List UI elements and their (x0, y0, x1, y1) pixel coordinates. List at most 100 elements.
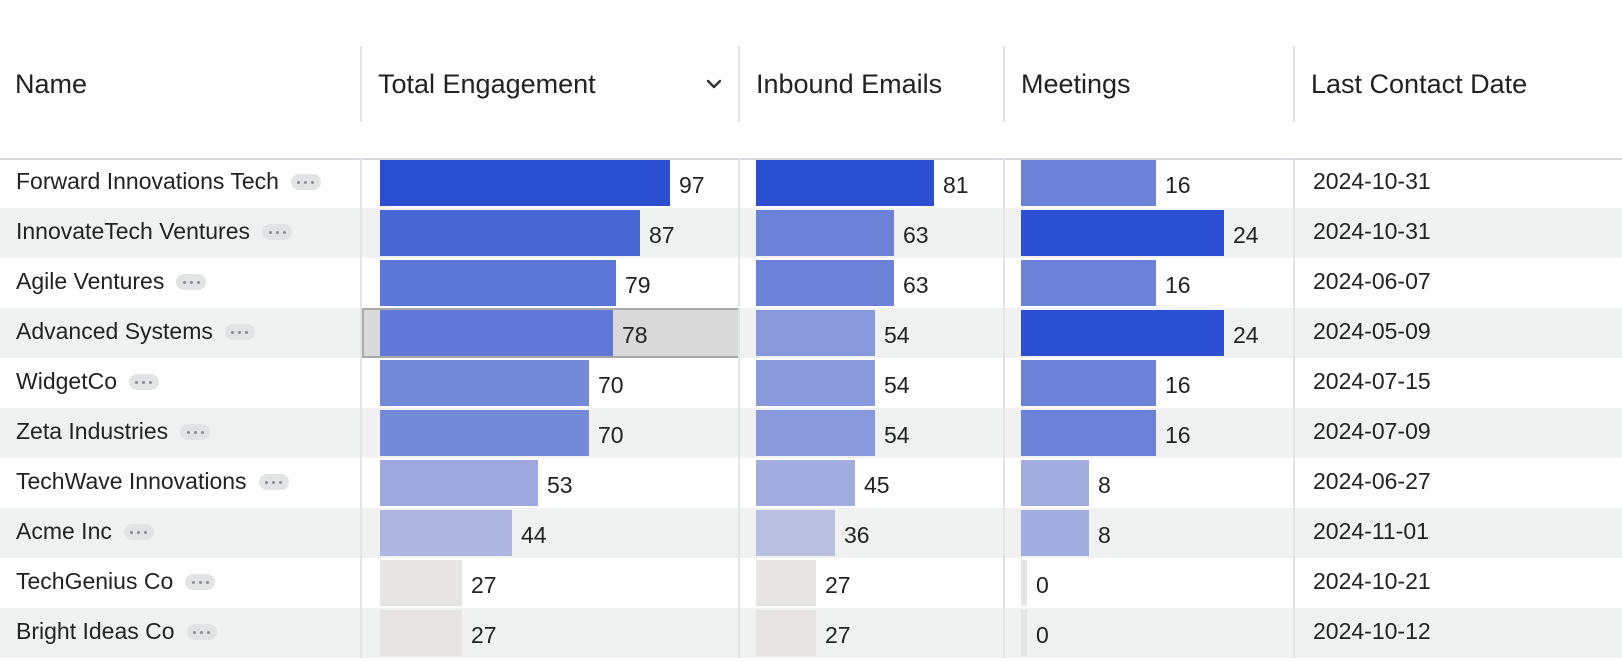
table-row[interactable]: TechWave Innovations 53 45 8 2024-06-27 (0, 458, 1622, 508)
engagement-cell[interactable]: 87 (360, 208, 738, 258)
name-cell[interactable]: Forward Innovations Tech (0, 158, 360, 208)
emails-bar (756, 260, 894, 306)
emails-cell[interactable]: 45 (738, 458, 1003, 508)
last-contact-date: 2024-07-09 (1313, 417, 1431, 444)
emails-bar (756, 510, 835, 556)
emails-bar (756, 560, 816, 606)
more-horizontal-icon[interactable] (123, 524, 154, 540)
meetings-cell[interactable]: 16 (1003, 408, 1293, 458)
name-cell[interactable]: Agile Ventures (0, 258, 360, 308)
engagement-cell[interactable]: 27 (360, 558, 738, 608)
table-row[interactable]: Acme Inc 44 36 8 2024-11-01 (0, 508, 1622, 558)
more-horizontal-icon[interactable] (290, 174, 321, 190)
more-horizontal-icon[interactable] (180, 424, 211, 440)
table-row[interactable]: Agile Ventures 79 63 16 2024-06-07 (0, 258, 1622, 308)
table-row[interactable]: InnovateTech Ventures 87 63 24 2024-10-31 (0, 208, 1622, 258)
column-header-last-contact[interactable]: Last Contact Date (1293, 46, 1622, 122)
last-contact-date: 2024-11-01 (1313, 517, 1429, 544)
last-contact-cell[interactable]: 2024-06-07 (1293, 258, 1622, 308)
name-cell[interactable]: Advanced Systems (0, 308, 360, 358)
emails-cell[interactable]: 27 (738, 558, 1003, 608)
last-contact-cell[interactable]: 2024-07-15 (1293, 358, 1622, 408)
engagement-value: 70 (598, 422, 624, 448)
company-name: InnovateTech Ventures (16, 217, 250, 244)
column-header-emails[interactable]: Inbound Emails (738, 46, 1003, 122)
column-header-meetings[interactable]: Meetings (1003, 46, 1293, 122)
company-name: TechGenius Co (16, 567, 174, 594)
last-contact-cell[interactable]: 2024-10-12 (1293, 608, 1622, 658)
last-contact-cell[interactable]: 2024-06-27 (1293, 458, 1622, 508)
chevron-down-icon[interactable] (704, 74, 724, 94)
engagement-cell[interactable]: 97 (360, 158, 738, 208)
emails-cell[interactable]: 54 (738, 358, 1003, 408)
name-cell[interactable]: Zeta Industries (0, 408, 360, 458)
meetings-cell[interactable]: 0 (1003, 558, 1293, 608)
emails-bar (756, 310, 875, 356)
name-cell[interactable]: InnovateTech Ventures (0, 208, 360, 258)
engagement-cell[interactable]: 79 (360, 258, 738, 308)
meetings-value: 24 (1233, 322, 1259, 348)
table-row[interactable]: Bright Ideas Co 27 27 0 2024-10-12 (0, 608, 1622, 658)
last-contact-cell[interactable]: 2024-10-31 (1293, 158, 1622, 208)
emails-cell[interactable]: 27 (738, 608, 1003, 658)
engagement-cell[interactable]: 78 (360, 308, 740, 358)
engagement-value: 44 (521, 522, 547, 548)
column-header-label: Last Contact Date (1311, 68, 1528, 99)
emails-cell[interactable]: 54 (738, 408, 1003, 458)
last-contact-cell[interactable]: 2024-07-09 (1293, 408, 1622, 458)
meetings-cell[interactable]: 0 (1003, 608, 1293, 658)
engagement-cell[interactable]: 70 (360, 408, 738, 458)
emails-bar (756, 360, 875, 406)
last-contact-date: 2024-10-21 (1313, 567, 1431, 594)
meetings-cell[interactable]: 16 (1003, 158, 1293, 208)
table-row[interactable]: WidgetCo 70 54 16 2024-07-15 (0, 358, 1622, 408)
more-horizontal-icon[interactable] (262, 224, 292, 240)
column-header-engagement[interactable]: Total Engagement (360, 46, 738, 122)
last-contact-cell[interactable]: 2024-10-21 (1293, 558, 1622, 608)
table-row[interactable]: TechGenius Co 27 27 0 2024-10-21 (0, 558, 1622, 608)
more-horizontal-icon[interactable] (224, 324, 255, 340)
meetings-cell[interactable]: 8 (1003, 508, 1293, 558)
last-contact-cell[interactable]: 2024-11-01 (1293, 508, 1622, 558)
more-horizontal-icon[interactable] (185, 574, 216, 590)
meetings-value: 16 (1165, 272, 1191, 298)
emails-cell[interactable]: 36 (738, 508, 1003, 558)
last-contact-cell[interactable]: 2024-05-09 (1293, 308, 1622, 358)
column-header-name[interactable]: Name (0, 46, 360, 122)
emails-cell[interactable]: 63 (738, 208, 1003, 258)
meetings-bar (1021, 160, 1156, 206)
company-name: Zeta Industries (16, 417, 169, 444)
meetings-cell[interactable]: 16 (1003, 258, 1293, 308)
engagement-bar (380, 260, 616, 306)
meetings-bar (1021, 460, 1089, 506)
engagement-cell[interactable]: 70 (360, 358, 738, 408)
meetings-cell[interactable]: 16 (1003, 358, 1293, 408)
name-cell[interactable]: TechGenius Co (0, 558, 360, 608)
meetings-cell[interactable]: 8 (1003, 458, 1293, 508)
engagement-cell[interactable]: 27 (360, 608, 738, 658)
engagement-cell[interactable]: 53 (360, 458, 738, 508)
name-cell[interactable]: TechWave Innovations (0, 458, 360, 508)
emails-cell[interactable]: 81 (738, 158, 1003, 208)
name-cell[interactable]: Acme Inc (0, 508, 360, 558)
emails-value: 54 (884, 422, 910, 448)
more-horizontal-icon[interactable] (128, 374, 159, 390)
name-cell[interactable]: WidgetCo (0, 358, 360, 408)
more-horizontal-icon[interactable] (258, 474, 289, 490)
meetings-cell[interactable]: 24 (1003, 208, 1293, 258)
name-cell[interactable]: Bright Ideas Co (0, 608, 360, 658)
table-row[interactable]: Advanced Systems 78 54 24 2024-05-09 (0, 308, 1622, 358)
meetings-bar (1021, 310, 1224, 356)
emails-cell[interactable]: 63 (738, 258, 1003, 308)
meetings-bar (1021, 610, 1027, 656)
meetings-cell[interactable]: 24 (1003, 308, 1293, 358)
more-horizontal-icon[interactable] (186, 624, 217, 640)
more-horizontal-icon[interactable] (176, 274, 207, 290)
emails-cell[interactable]: 54 (738, 308, 1003, 358)
table-row[interactable]: Forward Innovations Tech 97 81 16 2024-10-31 (0, 158, 1622, 208)
engagement-value: 87 (649, 222, 675, 248)
company-name: WidgetCo (16, 367, 117, 394)
engagement-cell[interactable]: 44 (360, 508, 738, 558)
table-row[interactable]: Zeta Industries 70 54 16 2024-07-09 (0, 408, 1622, 458)
last-contact-cell[interactable]: 2024-10-31 (1293, 208, 1622, 258)
